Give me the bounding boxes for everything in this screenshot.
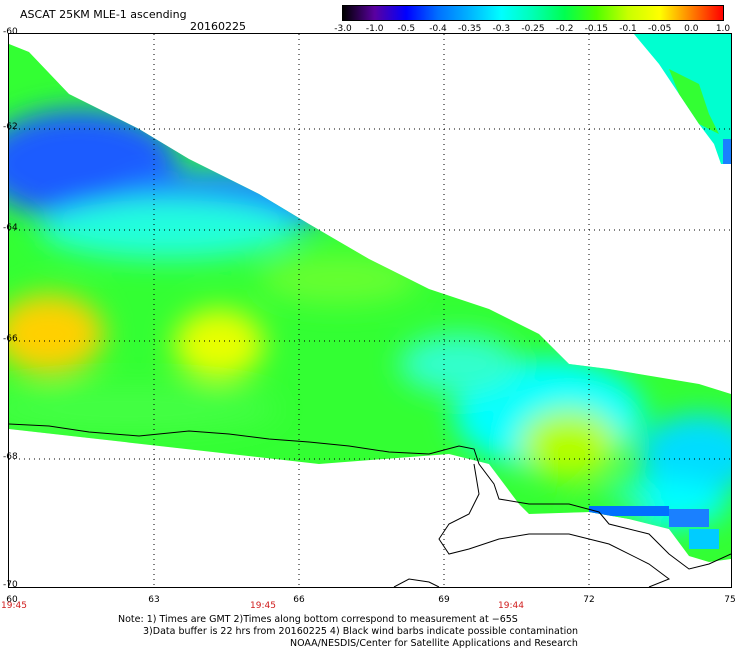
longitude-label: 69	[438, 595, 450, 605]
footer-line-2: 3)Data buffer is 22 hrs from 20160225 4)…	[143, 626, 579, 637]
latitude-label: -66	[3, 334, 18, 344]
time-label: 19:44	[498, 601, 524, 611]
color-scale-label: -0.5	[397, 24, 416, 34]
color-scale-label: -0.2	[555, 24, 574, 34]
graticule-grid	[9, 34, 731, 587]
color-scale-bar	[342, 5, 724, 21]
color-scale-label: 1.0	[715, 24, 731, 34]
color-scale-label: -0.4	[429, 24, 447, 34]
color-scale-label: -0.3	[492, 24, 511, 34]
color-scale-label: 0.0	[684, 24, 699, 34]
antarctic-coastline	[9, 423, 731, 570]
latitude-label: -62	[3, 122, 18, 132]
longitude-label: 60	[6, 595, 18, 605]
color-scale-label: -0.25	[521, 24, 545, 34]
product-date: 20160225	[190, 20, 246, 33]
footer-notes: Note: 1) Times are GMT 2)Times along bot…	[0, 614, 740, 650]
coastline-south	[393, 578, 440, 587]
map-panel[interactable]	[8, 33, 732, 588]
longitude-label: 75	[724, 595, 736, 605]
latitude-label: -68	[3, 452, 18, 462]
latitude-label: -70	[3, 580, 18, 590]
color-scale-label: -1.0	[365, 24, 384, 34]
color-scale-label: -0.1	[619, 24, 637, 34]
footer-line-3: NOAA/NESDIS/Center for Satellite Applica…	[290, 638, 578, 649]
color-scale-label: -0.15	[584, 24, 608, 34]
wind-swath	[9, 44, 731, 562]
color-scale-label: -3.0	[334, 24, 352, 34]
time-label: 19:45	[250, 601, 276, 611]
coastline-inland	[438, 463, 671, 587]
footer-line-1: Note: 1) Times are GMT 2)Times along bot…	[118, 614, 518, 625]
latitude-label: -64	[3, 223, 18, 233]
latitude-label: -60	[3, 27, 18, 37]
product-title: ASCAT 25KM MLE-1 ascending	[20, 8, 187, 21]
swath-corner-ne	[634, 34, 731, 164]
longitude-label: 66	[293, 595, 305, 605]
longitude-label: 72	[583, 595, 595, 605]
color-scale-label: -0.35	[458, 24, 482, 34]
longitude-label: 63	[148, 595, 160, 605]
time-label: 19:45	[1, 601, 27, 611]
color-scale-label: -0.05	[648, 24, 672, 34]
color-scale-gradient	[343, 6, 723, 20]
